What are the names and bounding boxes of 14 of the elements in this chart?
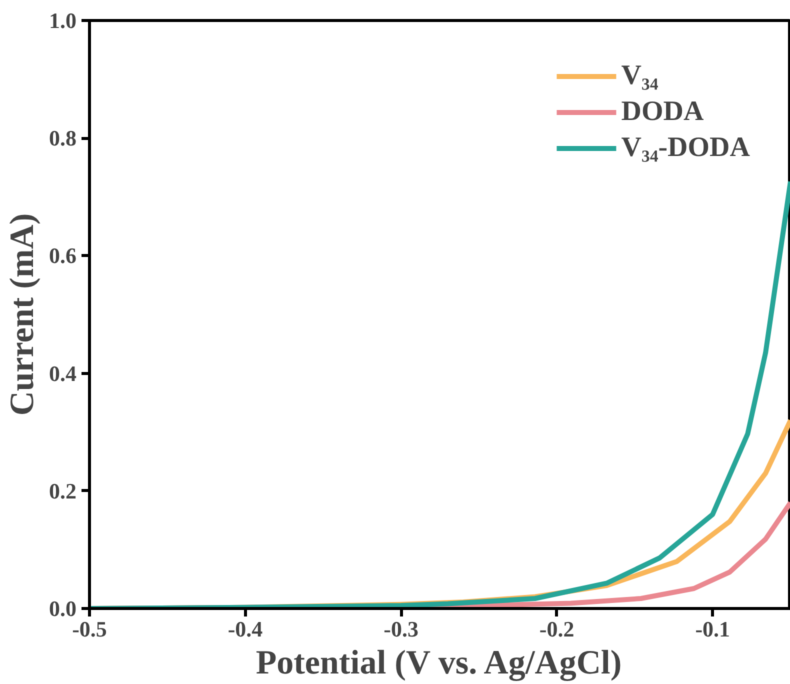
y-tick-label: 0.6 — [49, 243, 76, 268]
y-tick-label: 1.0 — [49, 8, 76, 33]
x-axis-title: Potential (V vs. Ag/AgCl) — [256, 644, 622, 682]
y-tick-label: 0.2 — [49, 478, 76, 504]
y-tick-label: 0.8 — [49, 126, 76, 151]
legend-label: DODA — [621, 96, 704, 128]
y-tick-label: 0.4 — [49, 360, 76, 386]
legend-label: V₃₄-DODA — [621, 132, 750, 164]
x-tick-label: -0.4 — [228, 616, 263, 642]
y-axis-title: Current (mA) — [4, 213, 41, 416]
x-tick-label: -0.3 — [384, 616, 418, 642]
legend-label: V₃₄ — [621, 60, 658, 92]
x-tick-label: -0.2 — [539, 616, 574, 642]
x-tick-label: -0.1 — [695, 616, 730, 642]
